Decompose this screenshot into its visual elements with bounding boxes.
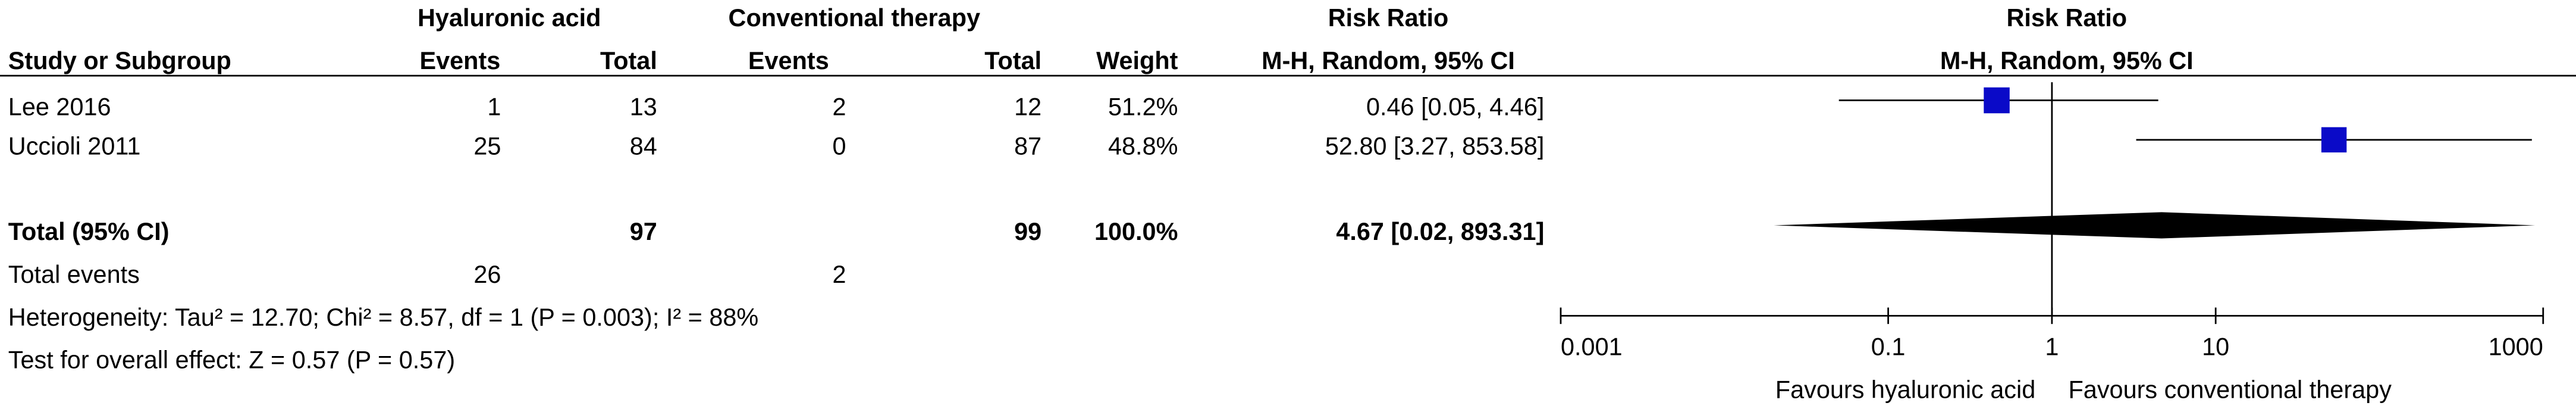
- study-events2: 0: [832, 132, 846, 160]
- x-tick-label: 10: [2202, 333, 2229, 361]
- study-events1: 25: [473, 132, 501, 160]
- summary-diamond: [1774, 212, 2536, 239]
- group-header: Risk Ratio: [1328, 4, 1449, 32]
- study-events2: 2: [832, 92, 846, 120]
- study-total1: 13: [630, 92, 657, 120]
- column-header: Events: [419, 46, 500, 74]
- column-header: Study or Subgroup: [8, 46, 231, 74]
- total-total1: 97: [630, 217, 657, 245]
- study-events1: 1: [487, 92, 501, 120]
- overall-effect: Test for overall effect: Z = 0.57 (P = 0…: [8, 346, 455, 374]
- column-header: Total: [600, 46, 657, 74]
- column-header: Events: [748, 46, 829, 74]
- study-weight: 48.8%: [1108, 132, 1178, 160]
- group-header: Conventional therapy: [729, 4, 980, 32]
- total-events2: 2: [832, 260, 846, 288]
- column-header: Weight: [1096, 46, 1178, 74]
- x-tick-label: 1: [2045, 333, 2059, 361]
- study-total1: 84: [630, 132, 657, 160]
- group-header: Hyaluronic acid: [418, 4, 601, 32]
- column-header: Total: [984, 46, 1041, 74]
- total-name: Total (95% CI): [8, 217, 170, 245]
- heterogeneity: Heterogeneity: Tau² = 12.70; Chi² = 8.57…: [8, 303, 758, 331]
- total-total2: 99: [1014, 217, 1041, 245]
- x-tick-label: 1000: [2489, 333, 2543, 361]
- favours-right: Favours conventional therapy: [2069, 375, 2392, 403]
- total-events-name: Total events: [8, 260, 140, 288]
- total-ci: 4.67 [0.02, 893.31]: [1336, 217, 1544, 245]
- effect-square: [2321, 127, 2347, 153]
- study-total2: 12: [1014, 92, 1041, 120]
- study-ci: 52.80 [3.27, 853.58]: [1325, 132, 1545, 160]
- study-weight: 51.2%: [1108, 92, 1178, 120]
- x-tick-label: 0.001: [1561, 333, 1623, 361]
- study-ci: 0.46 [0.05, 4.46]: [1366, 92, 1544, 120]
- effect-square: [1984, 87, 2010, 114]
- column-header: M-H, Random, 95% CI: [1262, 46, 1515, 74]
- x-tick-label: 0.1: [1871, 333, 1906, 361]
- group-header: Risk Ratio: [2006, 4, 2127, 32]
- total-weight: 100.0%: [1094, 217, 1178, 245]
- study-name: Uccioli 2011: [8, 132, 141, 160]
- study-total2: 87: [1014, 132, 1041, 160]
- total-events1: 26: [473, 260, 501, 288]
- column-header: M-H, Random, 95% CI: [1940, 46, 2194, 74]
- study-name: Lee 2016: [8, 92, 111, 120]
- favours-left: Favours hyaluronic acid: [1775, 375, 2035, 403]
